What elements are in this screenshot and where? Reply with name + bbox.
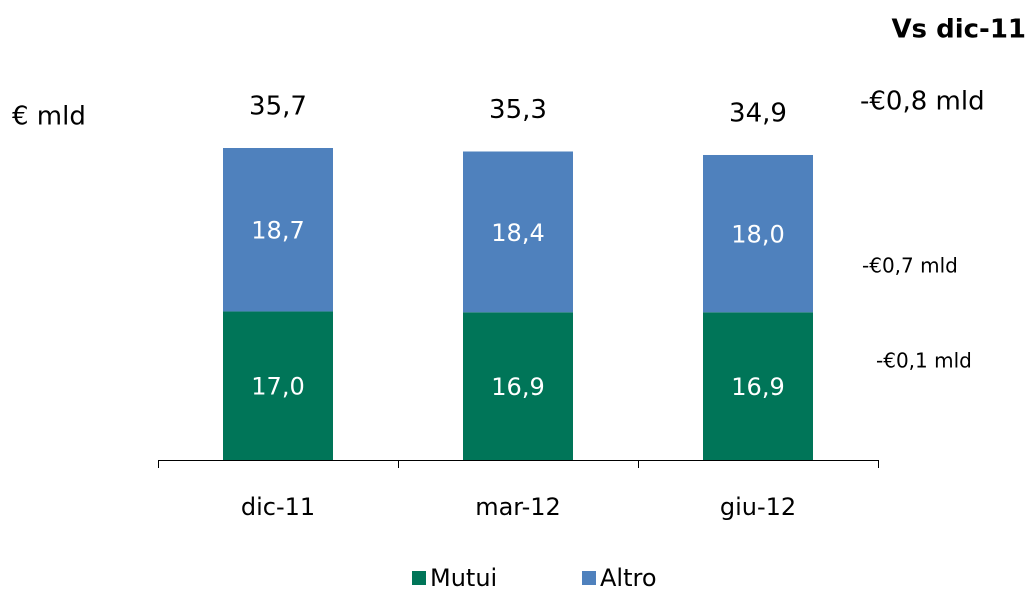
legend-swatch <box>412 571 426 585</box>
total-label: 35,7 <box>249 92 307 122</box>
bar-segment <box>463 312 573 460</box>
x-tick-label: giu-12 <box>720 493 796 521</box>
legend-label: Altro <box>600 564 657 590</box>
annotation: Vs dic-11 <box>891 15 1026 45</box>
x-axis <box>158 460 879 468</box>
x-tick-label: mar-12 <box>475 493 561 521</box>
value-label: 18,4 <box>491 219 544 247</box>
unit-label: € mld <box>12 102 86 132</box>
bar-segment <box>703 312 813 460</box>
value-label: 18,0 <box>731 221 784 249</box>
bar-segment <box>223 311 333 460</box>
annotation: -€0,1 mld <box>876 349 972 373</box>
bar-segment <box>703 154 813 313</box>
value-label: 17,0 <box>251 373 304 401</box>
value-label: 16,9 <box>491 373 544 401</box>
total-label: 34,9 <box>729 98 787 128</box>
annotation: -€0,7 mld <box>862 254 958 278</box>
x-tick-label: dic-11 <box>241 493 315 521</box>
legend-label: Mutui <box>430 564 497 590</box>
legend-swatch <box>582 571 596 585</box>
annotation: -€0,8 mld <box>860 87 985 117</box>
value-label: 16,9 <box>731 373 784 401</box>
bar-segment <box>223 148 333 312</box>
value-label: 18,7 <box>251 217 304 245</box>
bar-segment <box>463 151 573 313</box>
total-label: 35,3 <box>489 95 547 125</box>
